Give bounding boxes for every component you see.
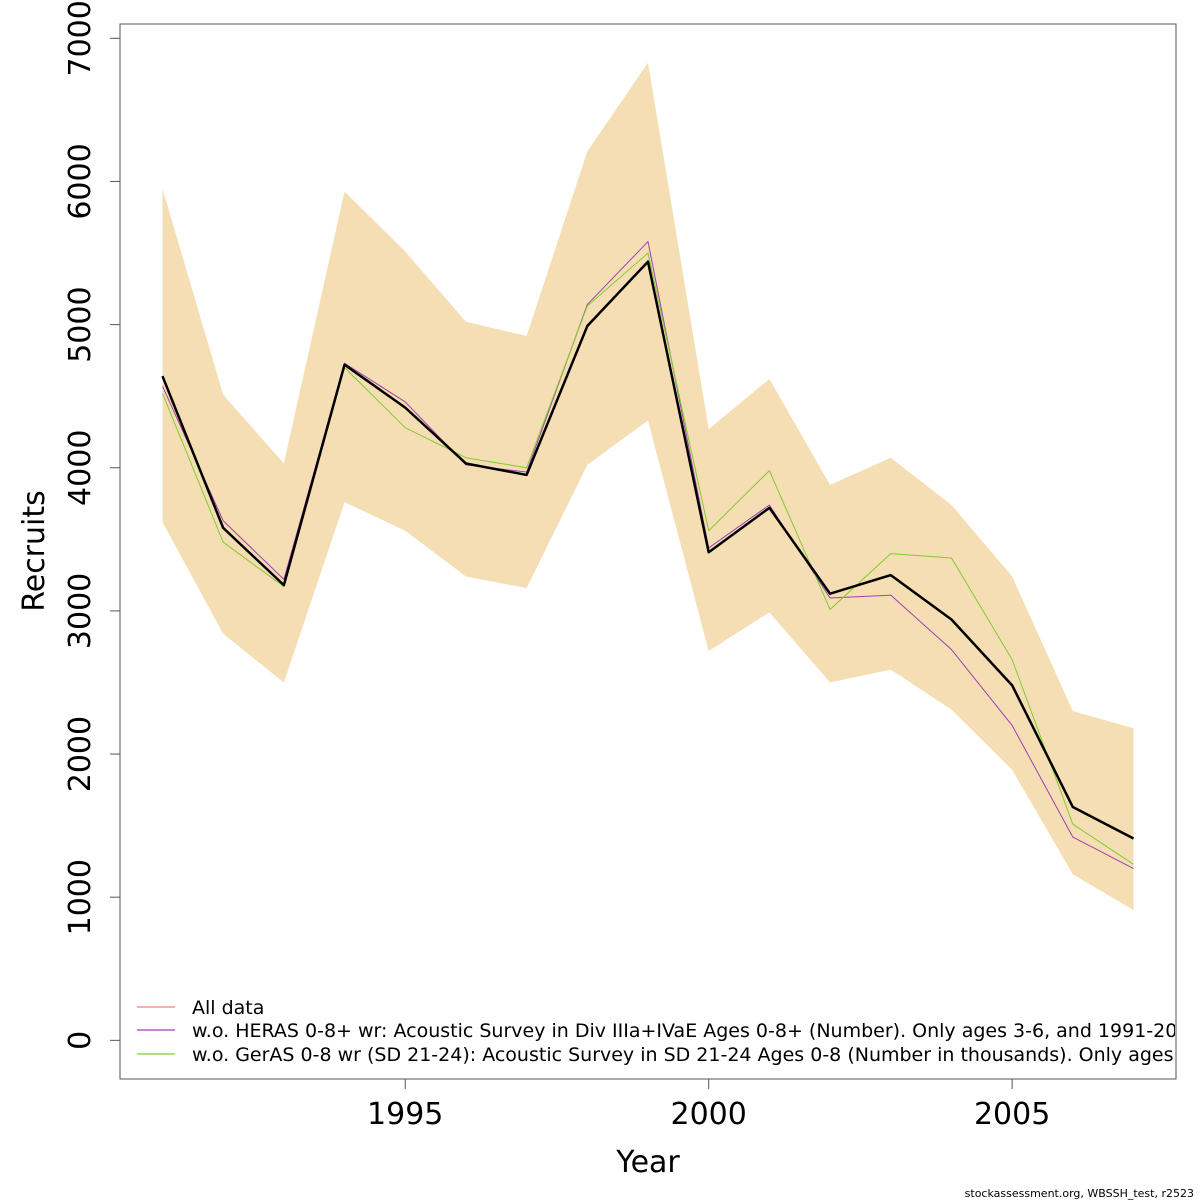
y-tick-label: 0 bbox=[63, 1031, 98, 1050]
y-tick-label: 1000 bbox=[63, 859, 98, 935]
confidence-band-layer bbox=[162, 62, 1134, 911]
x-tick-label: 1995 bbox=[367, 1097, 443, 1132]
footer-credit: stockassessment.org, WBSSH_test, r2523 bbox=[965, 1187, 1194, 1200]
legend-label: All data bbox=[192, 997, 264, 1019]
y-tick-label: 3000 bbox=[63, 573, 98, 649]
y-axis: 0 1000 2000 3000 4000 5000 6000 7000 bbox=[63, 0, 121, 1050]
series-layer bbox=[161, 241, 1135, 870]
x-tick-label: 2000 bbox=[671, 1097, 747, 1132]
y-axis-title: Recruits bbox=[17, 490, 52, 612]
y-tick-label: 6000 bbox=[63, 143, 98, 219]
series-line-0 bbox=[161, 260, 1135, 840]
y-tick-label: 4000 bbox=[63, 430, 98, 506]
y-tick-label: 5000 bbox=[63, 286, 98, 362]
y-tick-label: 7000 bbox=[63, 0, 98, 76]
legend-label: w.o. HERAS 0-8+ wr: Acoustic Survey in D… bbox=[192, 1020, 1200, 1042]
confidence-band bbox=[162, 62, 1134, 911]
legend-label: w.o. GerAS 0-8 wr (SD 21-24): Acoustic S… bbox=[192, 1044, 1200, 1066]
x-axis-title: Year bbox=[615, 1145, 680, 1180]
x-tick-label: 2005 bbox=[974, 1097, 1050, 1132]
y-tick-label: 2000 bbox=[63, 716, 98, 792]
x-axis: 1995 2000 2005 bbox=[367, 1078, 1050, 1132]
